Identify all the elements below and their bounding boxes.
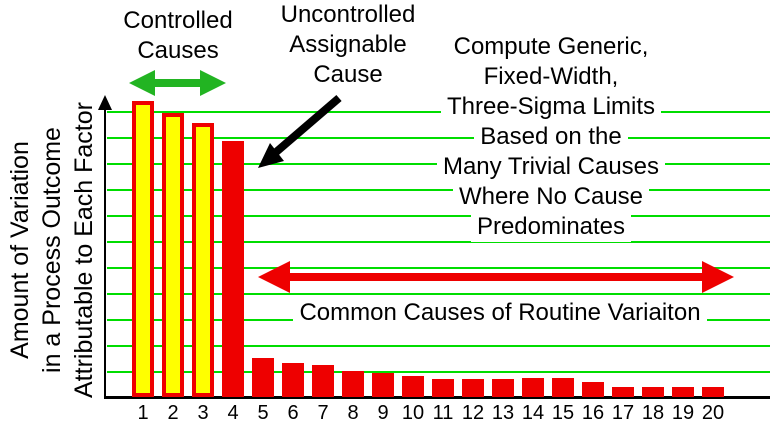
x-tick-label-13: 13	[491, 402, 515, 424]
text-line: Compute Generic,	[447, 32, 655, 62]
text-line: Uncontrolled	[280, 1, 416, 28]
x-tick-label-11: 11	[432, 402, 454, 424]
common-causes-double-arrow-icon	[258, 261, 734, 293]
text-line: Amount of Variation	[6, 141, 34, 359]
text-line: Cause	[313, 61, 383, 88]
x-axis-line	[104, 396, 770, 399]
gridline	[107, 111, 770, 113]
bar-6	[282, 363, 304, 397]
x-tick-label-7: 7	[317, 402, 329, 424]
uncontrolled-cause-label: Uncontrolled Assignable Cause	[268, 0, 428, 90]
bar-18	[642, 387, 664, 397]
text-line: Controlled	[123, 7, 233, 34]
gridline	[107, 241, 770, 243]
text-line: in a Process Outcome	[38, 127, 66, 373]
y-axis-arrow-icon	[98, 95, 112, 110]
bar-7	[312, 365, 334, 397]
text-line: Predominates	[470, 212, 632, 242]
text-line: Where No Cause	[452, 182, 650, 212]
x-tick-label-4: 4	[227, 402, 239, 424]
bar-12	[462, 379, 484, 397]
x-tick-label-19: 19	[671, 402, 695, 424]
bar-13	[492, 379, 514, 397]
text-line: Causes	[137, 37, 219, 64]
controlled-causes-double-arrow-icon	[129, 70, 226, 96]
assignable-cause-arrow-icon	[258, 94, 342, 168]
bar-15	[552, 378, 574, 397]
x-tick-label-2: 2	[167, 402, 179, 424]
bar-9	[372, 373, 394, 397]
controlled-causes-label: Controlled Causes	[103, 6, 253, 66]
bar-5	[252, 358, 274, 397]
gridline	[107, 189, 770, 191]
gridline	[107, 267, 770, 269]
text-line: Attributable to Each Factor	[70, 102, 98, 398]
x-tick-label-8: 8	[347, 402, 359, 424]
x-tick-label-16: 16	[581, 402, 605, 424]
bar-2	[162, 113, 184, 397]
text-line: Assignable	[289, 31, 407, 58]
x-tick-label-17: 17	[611, 402, 635, 424]
text-line: Many Trivial Causes	[436, 152, 666, 182]
x-tick-label-14: 14	[521, 402, 545, 424]
three-sigma-note: Compute Generic, Fixed-Width, Three-Sigma …	[406, 32, 696, 242]
bar-8	[342, 371, 364, 397]
bar-4	[222, 141, 244, 397]
x-tick-label-1: 1	[137, 402, 149, 424]
x-tick-label-9: 9	[377, 402, 389, 424]
text-line: Three-Sigma Limits	[440, 92, 662, 122]
bar-11	[432, 379, 454, 397]
text-line: Based on the	[474, 122, 628, 152]
x-tick-label-5: 5	[257, 402, 269, 424]
bar-3	[192, 123, 214, 397]
bar-10	[402, 376, 424, 397]
gridline	[107, 137, 770, 139]
bar-14	[522, 378, 544, 397]
x-tick-label-12: 12	[461, 402, 485, 424]
gridline	[107, 371, 770, 373]
gridline	[107, 215, 770, 217]
bar-1	[132, 101, 154, 397]
y-axis-label: Amount of Variation in a Process Outcome A…	[4, 90, 100, 410]
text-line: Fixed-Width,	[477, 62, 625, 92]
bar-20	[702, 387, 724, 397]
x-tick-label-20: 20	[701, 402, 725, 424]
common-causes-text: Common Causes of Routine Variaiton	[293, 298, 707, 328]
x-tick-label-6: 6	[287, 402, 299, 424]
x-tick-label-15: 15	[551, 402, 575, 424]
x-tick-label-10: 10	[401, 402, 425, 424]
x-tick-label-18: 18	[641, 402, 665, 424]
y-axis-line	[104, 106, 106, 397]
x-tick-label-3: 3	[197, 402, 209, 424]
common-causes-label: Common Causes of Routine Variaiton	[257, 298, 743, 328]
bar-16	[582, 382, 604, 397]
bar-17	[612, 387, 634, 397]
bar-19	[672, 387, 694, 397]
gridline	[107, 345, 770, 347]
gridline	[107, 293, 770, 295]
